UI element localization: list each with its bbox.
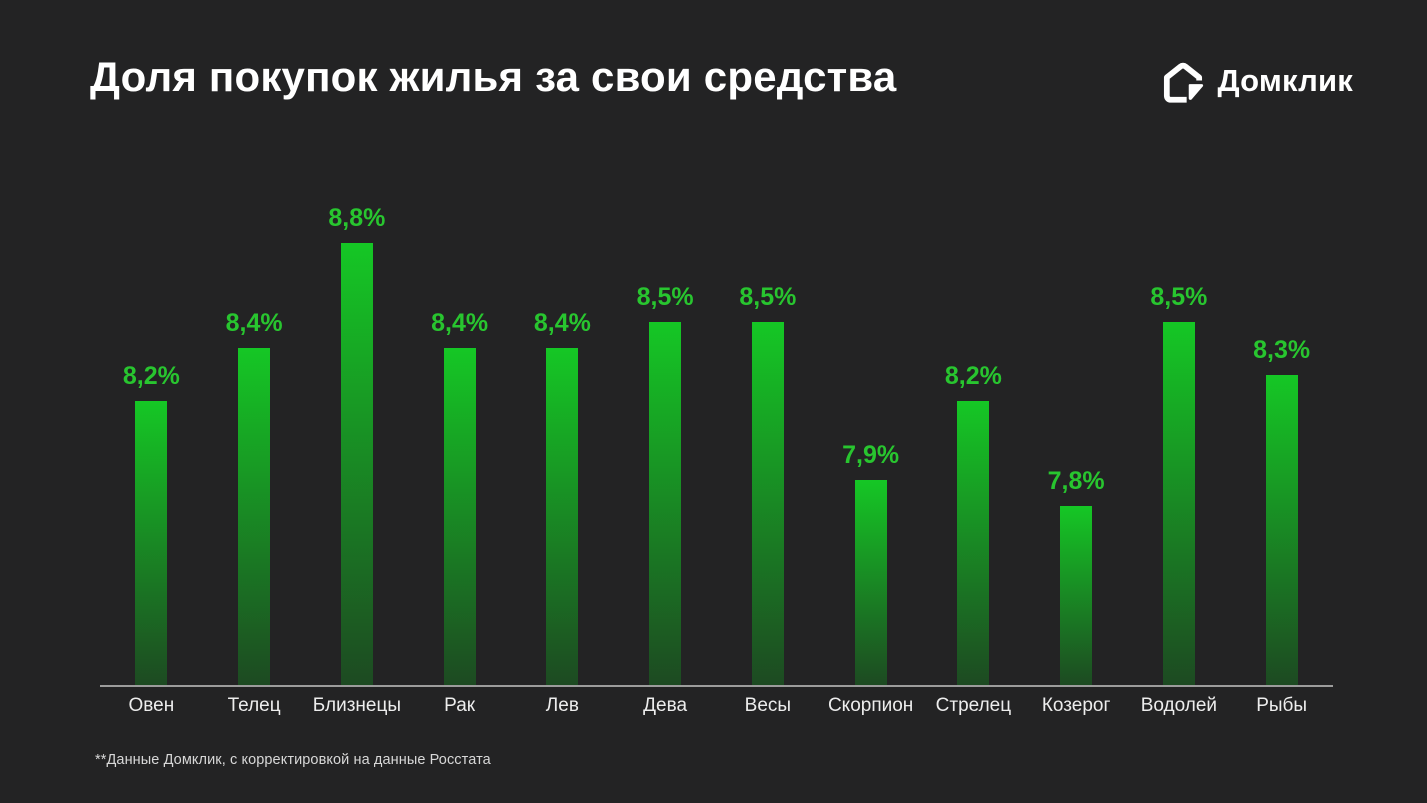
bar [649, 322, 682, 685]
bar-value-label: 8,4% [225, 309, 283, 337]
bar-column: 8,4% [511, 309, 614, 685]
x-axis-label: Водолей [1140, 695, 1218, 716]
x-axis-label: Рыбы [1256, 695, 1308, 716]
page-title: Доля покупок жилья за свои средства [90, 53, 897, 100]
bar-column: 8,2% [922, 362, 1025, 685]
bar [1060, 506, 1093, 685]
bar-column: 8,3% [1230, 336, 1333, 685]
bar-chart: 8,2% 8,4% 8,8% 8,4% 8,4% 8,5% 8,5% 7,9% 8,2% 7,8%… [100, 204, 1333, 685]
bar-column: 8,2% [100, 362, 203, 685]
bar [340, 243, 373, 685]
domclick-logo: Домклик [1160, 55, 1353, 107]
bar [854, 480, 887, 685]
bar-value-label: 7,8% [1047, 467, 1105, 495]
x-axis-label: Овен [128, 695, 175, 716]
bar [546, 348, 579, 685]
bar-value-label: 7,9% [842, 441, 900, 469]
x-axis-label: Рак [444, 695, 476, 716]
bar [1265, 375, 1298, 685]
x-axis-label: Скорпион [827, 695, 914, 716]
x-axis-label: Дева [643, 695, 688, 716]
x-axis-label: Близнецы [312, 695, 401, 716]
bar-column: 7,8% [1025, 467, 1128, 685]
bar [1162, 322, 1195, 685]
domclick-logo-text: Домклик [1217, 63, 1353, 98]
bar-value-label: 8,5% [636, 283, 694, 311]
bar-value-label: 8,5% [1150, 283, 1208, 311]
x-axis-label: Стрелец [935, 695, 1012, 716]
x-axis-line [100, 685, 1333, 687]
bar-column: 8,4% [203, 309, 306, 685]
bar [238, 348, 271, 685]
bar-column: 7,9% [819, 441, 922, 685]
bar-value-label: 8,2% [944, 362, 1002, 390]
x-axis-label: Телец [227, 695, 281, 716]
bar-value-label: 8,4% [533, 309, 591, 337]
bar-value-label: 8,5% [739, 283, 797, 311]
bar [135, 401, 168, 685]
x-axis-label: Козерог [1041, 695, 1111, 716]
bar-column: 8,5% [614, 283, 717, 685]
bar-value-label: 8,2% [122, 362, 180, 390]
bar [957, 401, 990, 685]
bar-value-label: 8,8% [328, 204, 386, 232]
x-axis-label: Лев [545, 695, 579, 716]
bar-column: 8,5% [717, 283, 820, 685]
footnote: **Данные Домклик, с корректировкой на да… [95, 752, 491, 768]
bar-column: 8,4% [408, 309, 511, 685]
bar [443, 348, 476, 685]
bar-column: 8,5% [1128, 283, 1231, 685]
x-axis-labels: Овен Телец Близнецы Рак Лев Дева Весы Скорпион С… [100, 695, 1333, 717]
bar-value-label: 8,4% [431, 309, 489, 337]
bar-column: 8,8% [306, 204, 409, 685]
bar-value-label: 8,3% [1253, 336, 1311, 364]
domclick-house-icon [1163, 62, 1203, 103]
x-axis-label: Весы [744, 695, 792, 716]
bar [751, 322, 784, 685]
